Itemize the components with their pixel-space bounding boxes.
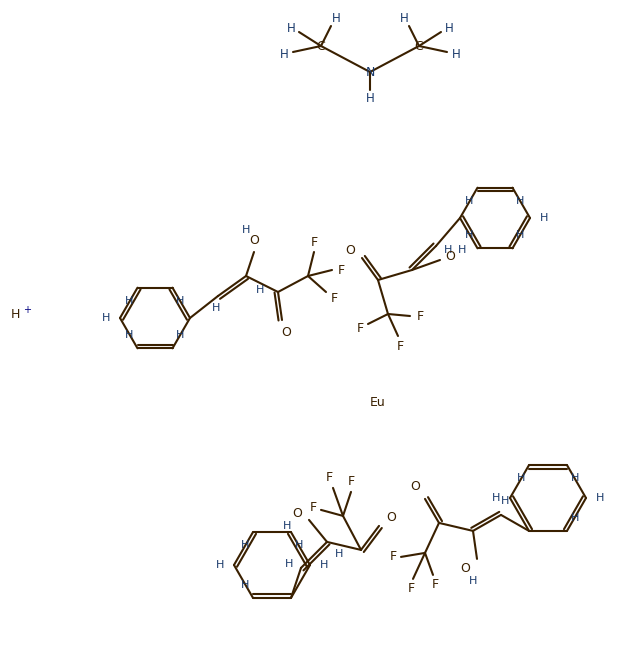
Text: H: H [516, 196, 525, 206]
Text: F: F [348, 475, 355, 489]
Text: F: F [417, 309, 424, 323]
Text: H: H [285, 559, 293, 569]
Text: H: H [444, 245, 452, 255]
Text: H: H [287, 21, 296, 35]
Text: O: O [281, 325, 291, 339]
Text: H: H [452, 48, 460, 60]
Text: H: H [469, 576, 477, 586]
Text: N: N [365, 66, 374, 78]
Text: H: H [596, 493, 604, 503]
Text: H: H [465, 230, 474, 240]
Text: H: H [540, 213, 548, 223]
Text: H: H [10, 309, 20, 321]
Text: C: C [317, 39, 325, 52]
Text: H: H [571, 473, 579, 483]
Text: H: H [256, 285, 264, 295]
Text: H: H [332, 11, 340, 25]
Text: O: O [345, 244, 355, 256]
Text: H: H [445, 21, 453, 35]
Text: H: H [125, 295, 134, 305]
Text: Eu: Eu [370, 396, 386, 408]
Text: H: H [241, 540, 249, 550]
Text: H: H [176, 330, 185, 341]
Text: H: H [283, 521, 291, 531]
Text: H: H [492, 493, 500, 503]
Text: H: H [216, 560, 224, 570]
Text: C: C [415, 39, 424, 52]
Text: H: H [241, 580, 249, 590]
Text: O: O [249, 234, 259, 246]
Text: F: F [356, 321, 364, 335]
Text: H: H [242, 225, 250, 235]
Text: O: O [445, 250, 455, 262]
Text: O: O [386, 511, 396, 525]
Text: F: F [431, 578, 438, 592]
Text: H: H [212, 303, 220, 313]
Text: H: H [465, 196, 474, 206]
Text: F: F [310, 236, 317, 250]
Text: F: F [408, 582, 415, 596]
Text: H: H [295, 540, 303, 550]
Text: F: F [309, 501, 317, 515]
Text: H: H [571, 513, 579, 523]
Text: F: F [325, 471, 333, 485]
Text: H: H [399, 11, 408, 25]
Text: H: H [176, 295, 185, 305]
Text: H: H [335, 549, 343, 559]
Text: H: H [365, 92, 374, 106]
Text: F: F [396, 339, 404, 353]
Text: F: F [337, 264, 344, 276]
Text: H: H [280, 48, 289, 60]
Text: O: O [460, 562, 470, 576]
Text: F: F [389, 550, 397, 564]
Text: F: F [330, 291, 337, 305]
Text: O: O [410, 481, 420, 493]
Text: H: H [102, 313, 110, 323]
Text: +: + [23, 305, 31, 315]
Text: H: H [320, 560, 328, 570]
Text: H: H [501, 496, 509, 506]
Text: H: H [458, 245, 466, 255]
Text: H: H [517, 473, 525, 483]
Text: H: H [125, 330, 134, 341]
Text: H: H [516, 230, 525, 240]
Text: O: O [292, 507, 302, 521]
